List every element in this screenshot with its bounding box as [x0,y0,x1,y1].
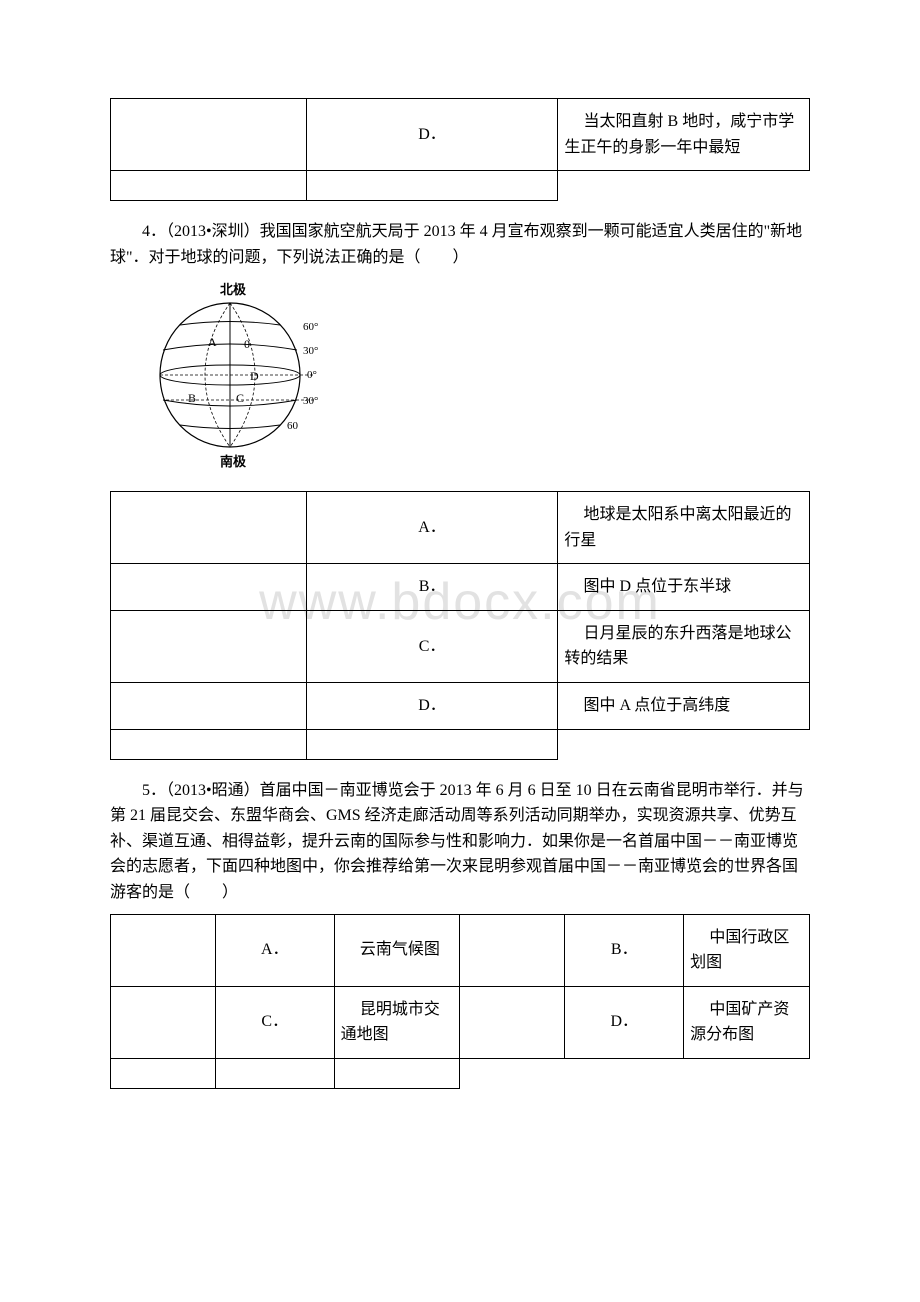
table-row: A． 地球是太阳系中离太阳最近的行星 [111,491,810,563]
option-letter: C． [306,610,558,682]
svg-text:60°: 60° [303,321,318,333]
option-text: 昆明城市交通地图 [334,986,460,1058]
point-b-label: B [188,391,196,405]
blank-cell [111,914,216,986]
option-text: 日月星辰的东升西落是地球公转的结果 [558,610,810,682]
option-letter: C． [215,986,334,1058]
table-row: B． 图中 D 点位于东半球 [111,564,810,611]
option-letter: D． [306,99,558,171]
blank-cell [111,729,307,759]
question-4-text: 4．（2013•深圳）我国国家航空航天局于 2013 年 4 月宣布观察到一颗可… [110,219,810,270]
option-letter: B． [565,914,684,986]
svg-text:30°: 30° [303,345,318,357]
option-letter: A． [215,914,334,986]
point-c-label: C [236,391,244,405]
blank-cell [111,171,307,201]
south-pole-label: 南极 [220,454,247,469]
table-row: D． 图中 A 点位于高纬度 [111,682,810,729]
blank-cell [111,491,307,563]
globe-figure: 北极 A 0 B C D 60° 30° 0° 30° 60 南极 [140,280,330,479]
blank-cell [215,1058,334,1088]
question-5-options: A． 云南气候图 B． 中国行政区划图 C． 昆明城市交通地图 D． 中国矿产资… [110,914,810,1089]
blank-cell [460,986,565,1058]
blank-cell [460,914,565,986]
svg-text:0: 0 [244,337,250,351]
blank-cell [111,99,307,171]
blank-cell [111,610,307,682]
option-text: 图中 D 点位于东半球 [558,564,810,611]
option-text: 中国矿产资源分布图 [684,986,810,1058]
table-row [111,729,810,759]
blank-cell [111,986,216,1058]
north-pole-label: 北极 [220,282,247,297]
option-letter: B． [306,564,558,611]
option-text: 图中 A 点位于高纬度 [558,682,810,729]
blank-cell [111,1058,216,1088]
option-text: 中国行政区划图 [684,914,810,986]
table-row [111,171,810,201]
blank-cell [111,682,307,729]
table-row: C． 昆明城市交通地图 D． 中国矿产资源分布图 [111,986,810,1058]
question-4-options: A． 地球是太阳系中离太阳最近的行星 B． 图中 D 点位于东半球 C． 日月星… [110,491,810,760]
option-text: 云南气候图 [334,914,460,986]
table-row: D． 当太阳直射 B 地时，咸宁市学生正午的身影一年中最短 [111,99,810,171]
blank-cell [306,729,558,759]
table-row: A． 云南气候图 B． 中国行政区划图 [111,914,810,986]
question-3-options-tail: D． 当太阳直射 B 地时，咸宁市学生正午的身影一年中最短 [110,98,810,201]
option-letter: D． [565,986,684,1058]
option-letter: D． [306,682,558,729]
blank-cell [334,1058,460,1088]
svg-text:0°: 0° [307,369,317,381]
svg-text:30°: 30° [303,395,318,407]
option-text: 当太阳直射 B 地时，咸宁市学生正午的身影一年中最短 [558,99,810,171]
blank-cell [111,564,307,611]
option-letter: A． [306,491,558,563]
question-5-text: 5．（2013•昭通）首届中国－南亚博览会于 2013 年 6 月 6 日至 1… [110,778,810,906]
table-row: C． 日月星辰的东升西落是地球公转的结果 [111,610,810,682]
table-row [111,1058,810,1088]
blank-cell [306,171,558,201]
option-text: 地球是太阳系中离太阳最近的行星 [558,491,810,563]
svg-text:60: 60 [287,420,299,432]
point-d-label: D [250,369,259,383]
point-a-label: A [208,335,217,349]
